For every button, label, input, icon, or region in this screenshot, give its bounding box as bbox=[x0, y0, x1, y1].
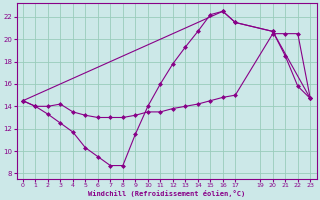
X-axis label: Windchill (Refroidissement éolien,°C): Windchill (Refroidissement éolien,°C) bbox=[88, 190, 245, 197]
